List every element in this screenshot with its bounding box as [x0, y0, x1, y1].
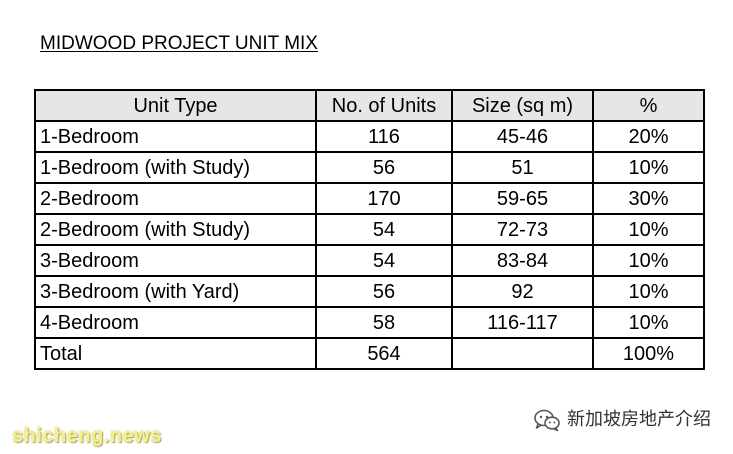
cell-size: 45-46: [451, 120, 594, 153]
cell-size: 92: [451, 275, 594, 308]
header-size: Size (sq m): [451, 89, 594, 122]
cell-units: 56: [315, 275, 453, 308]
cell-total-percent: 100%: [592, 337, 705, 370]
cell-units: 54: [315, 244, 453, 277]
cell-percent: 10%: [592, 275, 705, 308]
cell-total-label: Total: [34, 337, 317, 370]
wechat-icon: [534, 409, 560, 432]
table-header-row: Unit Type No. of Units Size (sq m) %: [34, 89, 705, 122]
cell-percent: 10%: [592, 306, 705, 339]
cell-percent: 20%: [592, 120, 705, 153]
header-no-of-units: No. of Units: [315, 89, 453, 122]
cell-total-size: [451, 337, 594, 370]
cell-units: 58: [315, 306, 453, 339]
document-title: MIDWOOD PROJECT UNIT MIX: [40, 33, 318, 54]
site-watermark: shicheng.news: [12, 425, 162, 447]
header-percent: %: [592, 89, 705, 122]
cell-unit-type: 2-Bedroom (with Study): [34, 213, 317, 246]
cell-size: 51: [451, 151, 594, 184]
cell-unit-type: 1-Bedroom: [34, 120, 317, 153]
table-row: 2-Bedroom 170 59-65 30%: [34, 182, 705, 215]
table-row: 2-Bedroom (with Study) 54 72-73 10%: [34, 213, 705, 246]
wechat-watermark: 新加坡房地产介绍: [533, 408, 711, 432]
unit-mix-table: Unit Type No. of Units Size (sq m) % 1-B…: [34, 89, 705, 370]
cell-percent: 10%: [592, 151, 705, 184]
cell-percent: 10%: [592, 244, 705, 277]
cell-units: 54: [315, 213, 453, 246]
table-total-row: Total 564 100%: [34, 337, 705, 370]
cell-percent: 10%: [592, 213, 705, 246]
cell-units: 56: [315, 151, 453, 184]
cell-unit-type: 1-Bedroom (with Study): [34, 151, 317, 184]
table-row: 3-Bedroom 54 83-84 10%: [34, 244, 705, 277]
cell-size: 116-117: [451, 306, 594, 339]
cell-size: 83-84: [451, 244, 594, 277]
cell-size: 72-73: [451, 213, 594, 246]
wechat-account-name: 新加坡房地产介绍: [567, 409, 711, 430]
cell-percent: 30%: [592, 182, 705, 215]
table-row: 4-Bedroom 58 116-117 10%: [34, 306, 705, 339]
cell-unit-type: 3-Bedroom (with Yard): [34, 275, 317, 308]
table-row: 1-Bedroom (with Study) 56 51 10%: [34, 151, 705, 184]
cell-unit-type: 2-Bedroom: [34, 182, 317, 215]
header-unit-type: Unit Type: [34, 89, 317, 122]
cell-unit-type: 4-Bedroom: [34, 306, 317, 339]
cell-size: 59-65: [451, 182, 594, 215]
cell-total-units: 564: [315, 337, 453, 370]
cell-unit-type: 3-Bedroom: [34, 244, 317, 277]
table-row: 1-Bedroom 116 45-46 20%: [34, 120, 705, 153]
cell-units: 170: [315, 182, 453, 215]
cell-units: 116: [315, 120, 453, 153]
table-row: 3-Bedroom (with Yard) 56 92 10%: [34, 275, 705, 308]
